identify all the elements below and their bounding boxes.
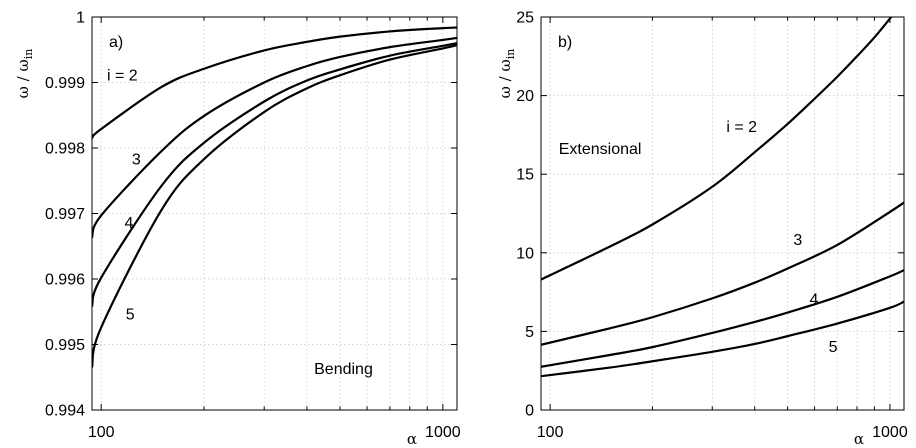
curve-annotation: Extensional [559,141,642,158]
series-line [92,42,457,307]
panel-label: a) [109,34,123,51]
x-tick-label: 100 [537,424,564,441]
curve-annotation: 5 [829,339,838,356]
y-tick-label: 1 [76,10,85,27]
panel-b-extensional: 0 5 10 15 20 25 100 1000 i = 2 Extensional 3 4 5 b) α ω… [496,10,908,448]
curve-annotation: i = 2 [107,68,138,85]
y-axis-label-subscript: in [504,49,517,60]
y-tick-label: 15 [516,167,534,184]
x-tick-label: 1000 [425,424,461,441]
curve-annotation: 3 [132,151,141,168]
y-tick-label: 10 [516,245,534,262]
series-line [541,201,904,346]
y-tick-label: 0.996 [45,272,85,289]
series-line [541,300,904,378]
x-axis-label: α [854,430,864,448]
y-tick-label: 20 [516,88,534,105]
curve-annotation: Bending [314,361,373,378]
panel-label: b) [558,34,572,51]
y-tick-label: 0.997 [45,206,85,223]
y-tick-label: 0.999 [45,75,85,92]
series-line [92,26,457,139]
panel-a-bending: 0.994 0.995 0.996 0.997 0.998 0.999 1 100 1000 i … [14,10,461,448]
y-tick-label: 25 [516,10,534,27]
curve-annotation: 4 [124,215,133,232]
y-axis-label-subscript: in [22,49,35,60]
y-tick-label: 0 [525,403,534,420]
y-tick-label: 0.995 [45,337,85,354]
x-tick-label: 1000 [872,424,908,441]
series-line [92,44,457,368]
series-line [92,36,457,239]
curve-annotation: 3 [793,232,802,249]
curve-annotation: 5 [126,307,135,324]
y-tick-label: 5 [525,324,534,341]
y-tick-label: 0.998 [45,141,85,158]
curve-annotation: i = 2 [726,119,757,136]
y-axis-label: ω / ωin [496,49,517,99]
x-tick-label: 100 [88,424,115,441]
series-line [541,17,893,281]
y-axis-label: ω / ωin [14,49,35,99]
plot-frame [91,16,458,411]
plot-frame [540,16,905,411]
x-axis-label: α [407,430,417,448]
series-line [541,269,904,368]
curve-annotation: 4 [810,292,819,309]
y-tick-label: 0.994 [45,403,85,420]
